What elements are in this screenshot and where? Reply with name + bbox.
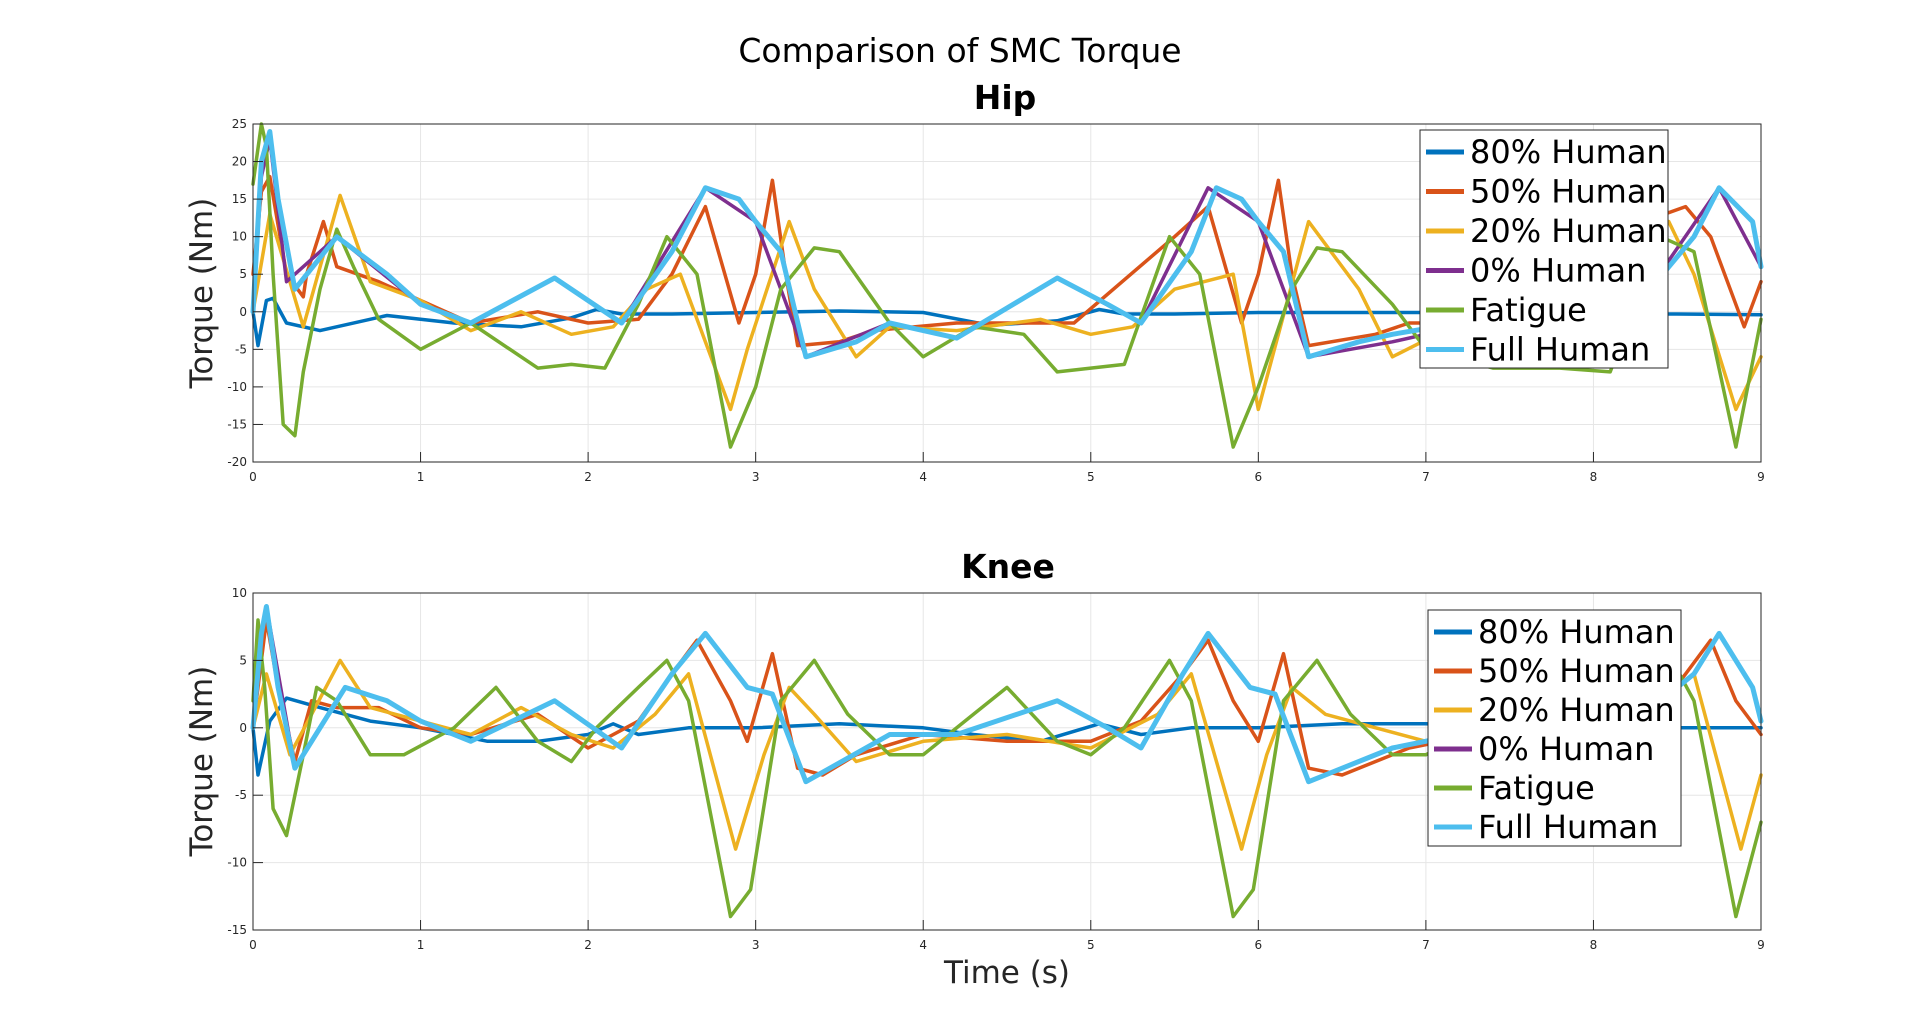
legend-entry: 50% Human: [1470, 173, 1667, 211]
legend-box: [1427, 609, 1682, 847]
legend-entry: Fatigue: [1478, 769, 1595, 807]
y-tick-label: 15: [232, 192, 247, 206]
legend-entry: Full Human: [1470, 331, 1650, 369]
y-tick-label: 0: [239, 305, 247, 319]
x-tick-label: 1: [417, 470, 425, 484]
y-tick-label: 0: [239, 721, 247, 735]
hip-ylabel: Torque (Nm): [184, 198, 220, 390]
x-tick-label: 8: [1590, 470, 1598, 484]
legend-entry: 0% Human: [1470, 252, 1646, 290]
y-tick-label: -20: [227, 455, 247, 469]
hip-axes: Hip 0 1 2 3 4 5 6 7 8 9 -20 -15 -10 -5 0 5 10 15 20 25 Torq…: [184, 78, 1765, 484]
legend-box: [1419, 129, 1669, 369]
knee-ylabel: Torque (Nm): [184, 666, 220, 858]
x-tick-label: 6: [1255, 470, 1263, 484]
y-tick-label: 25: [232, 117, 247, 131]
x-tick-label: 4: [919, 470, 927, 484]
x-tick-label: 8: [1590, 938, 1598, 952]
x-tick-label: 5: [1087, 470, 1095, 484]
y-tick-label: -15: [227, 923, 247, 937]
knee-title: Knee: [961, 547, 1055, 586]
hip-title: Hip: [974, 78, 1037, 117]
x-tick-label: 0: [249, 938, 257, 952]
y-tick-label: 10: [232, 586, 247, 600]
legend-entry: 0% Human: [1478, 730, 1654, 768]
y-tick-label: -15: [227, 417, 247, 431]
y-tick-label: -5: [235, 788, 247, 802]
x-tick-label: 1: [417, 938, 425, 952]
hip-ticks: 0 1 2 3 4 5 6 7 8 9 -20 -15 -10 -5 0 5 10 15 20 25: [227, 117, 1764, 484]
legend-entry: 20% Human: [1470, 212, 1667, 250]
knee-xlabel: Time (s): [943, 955, 1070, 991]
x-tick-label: 6: [1255, 938, 1263, 952]
legend-entry: 20% Human: [1478, 691, 1675, 729]
x-tick-label: 7: [1422, 938, 1430, 952]
x-tick-label: 7: [1422, 470, 1430, 484]
legend-entry: 50% Human: [1478, 652, 1675, 690]
y-tick-label: -5: [235, 342, 247, 356]
legend-entry: 80% Human: [1478, 613, 1675, 651]
x-tick-label: 2: [584, 938, 592, 952]
x-tick-label: 4: [919, 938, 927, 952]
figure-title: Comparison of SMC Torque: [738, 31, 1181, 70]
x-tick-label: 5: [1087, 938, 1095, 952]
legend-entry: Fatigue: [1470, 291, 1587, 329]
knee-plot-frame: [252, 592, 1762, 931]
y-tick-label: -10: [227, 380, 247, 394]
y-tick-label: -10: [227, 856, 247, 870]
legend-entry: 80% Human: [1470, 133, 1667, 171]
y-tick-label: 5: [239, 653, 247, 667]
y-tick-label: 10: [232, 230, 247, 244]
series-line-fatigue: [251, 122, 1763, 449]
knee-ticks: 0 1 2 3 4 5 6 7 8 9 -15 -10 -5 0 5 10: [227, 586, 1764, 952]
x-tick-label: 0: [249, 470, 257, 484]
x-tick-label: 3: [752, 938, 760, 952]
hip-plot-frame: [252, 123, 1762, 463]
y-tick-label: 5: [239, 267, 247, 281]
x-tick-label: 2: [584, 470, 592, 484]
x-tick-label: 9: [1757, 470, 1765, 484]
x-tick-label: 9: [1757, 938, 1765, 952]
y-tick-label: 20: [232, 155, 247, 169]
x-tick-label: 3: [752, 470, 760, 484]
legend-entry: Full Human: [1478, 808, 1658, 846]
